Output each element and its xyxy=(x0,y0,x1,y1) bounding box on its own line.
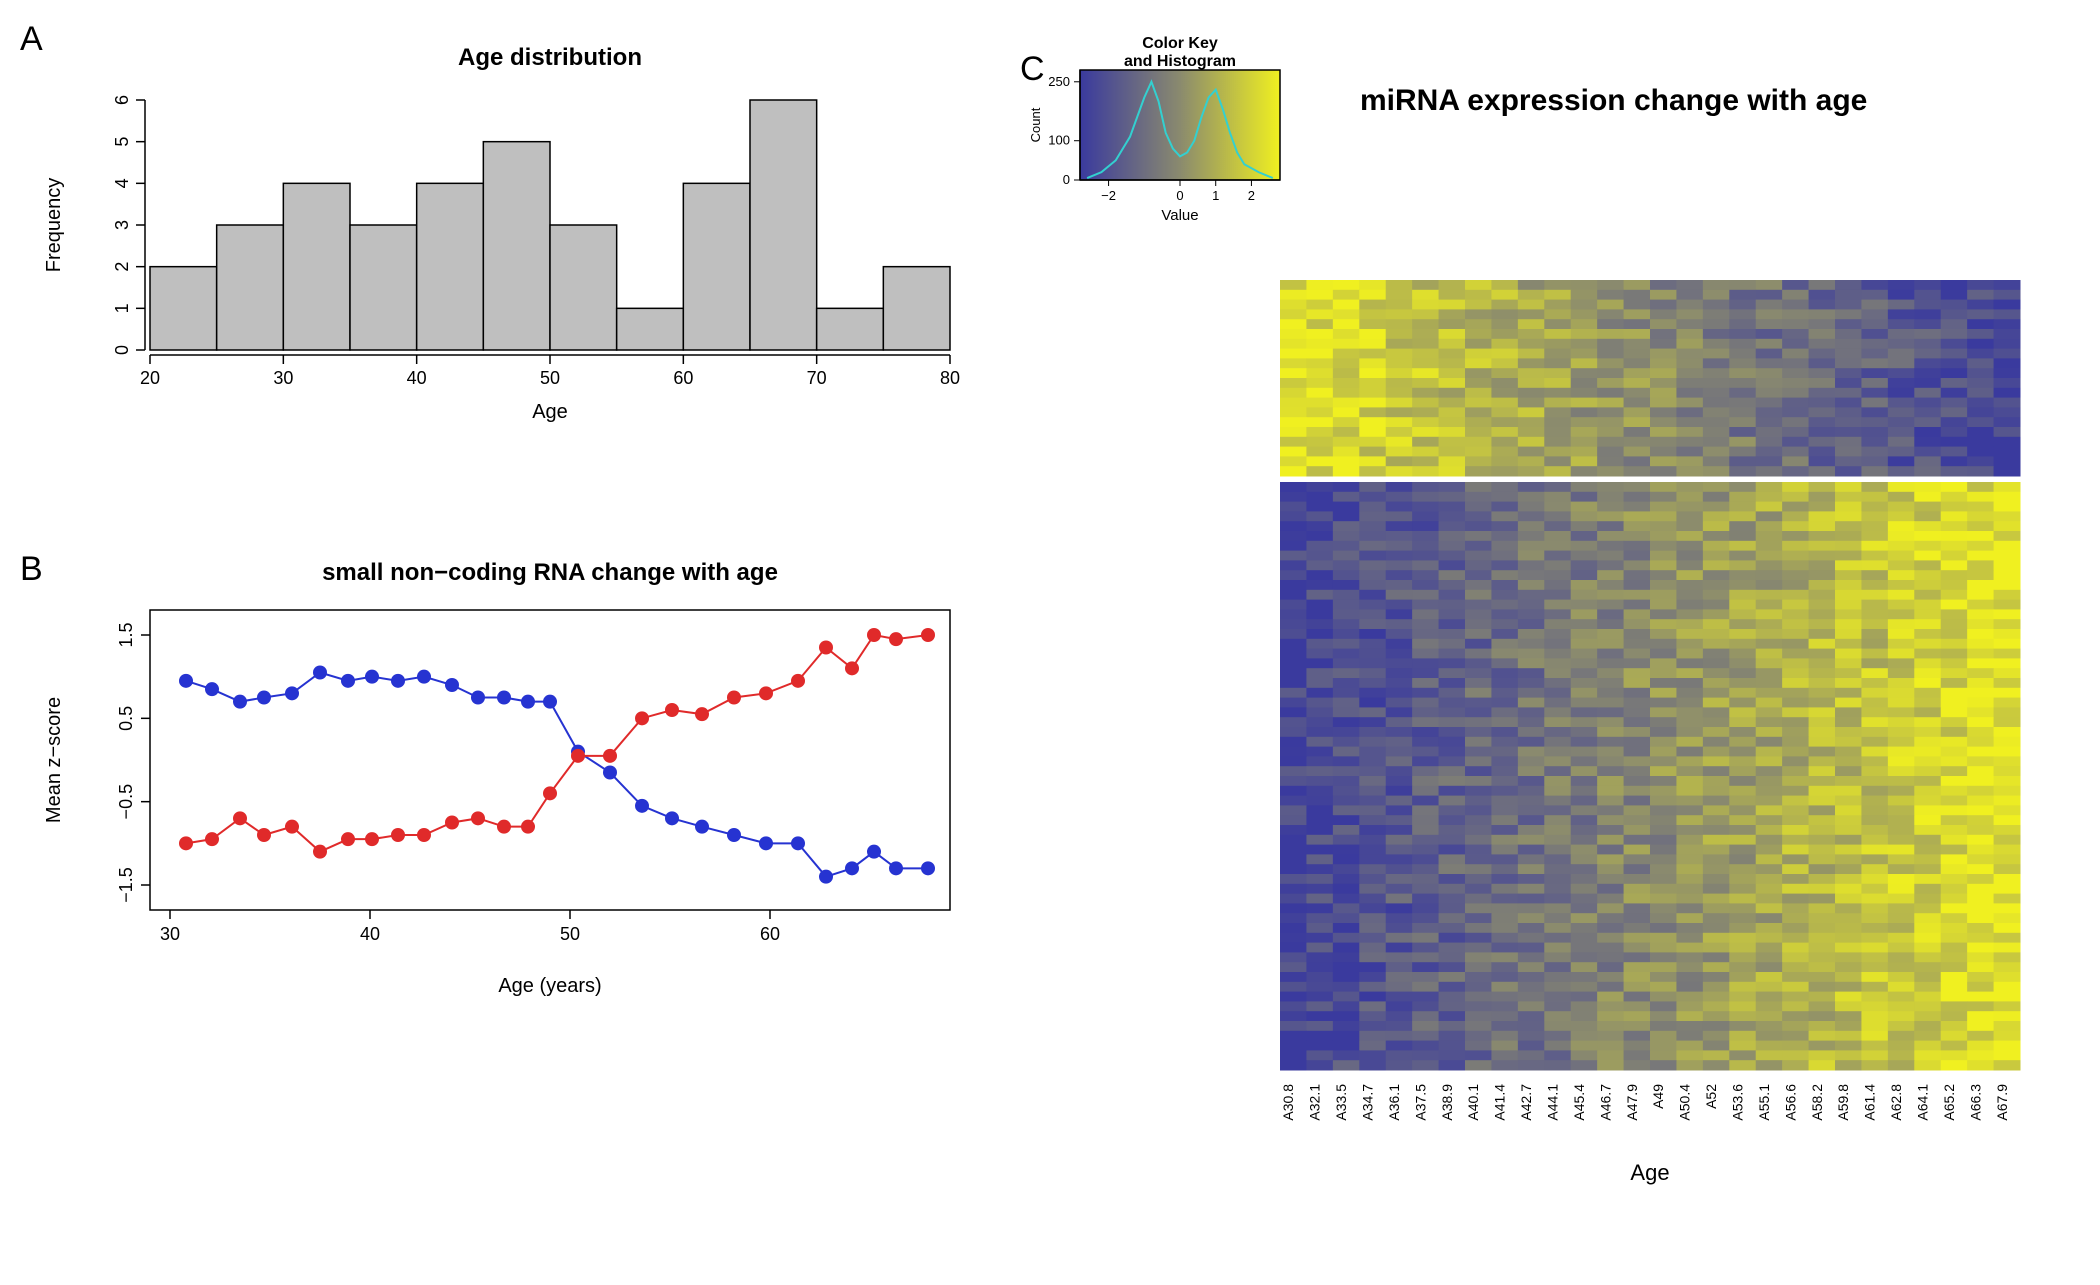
svg-text:1.5: 1.5 xyxy=(116,622,136,647)
svg-text:40: 40 xyxy=(360,924,380,944)
svg-text:Age: Age xyxy=(1630,1160,1669,1185)
svg-text:Value: Value xyxy=(1161,207,1198,224)
svg-text:0: 0 xyxy=(112,345,132,355)
svg-text:6: 6 xyxy=(112,95,132,105)
svg-text:30: 30 xyxy=(273,368,293,388)
svg-text:Age (years): Age (years) xyxy=(498,975,601,997)
svg-text:1: 1 xyxy=(1212,188,1219,203)
svg-text:and Histogram: and Histogram xyxy=(1124,53,1236,70)
svg-text:20: 20 xyxy=(140,368,160,388)
svg-text:Color Key: Color Key xyxy=(1142,35,1218,52)
svg-text:A49: A49 xyxy=(1650,1084,1666,1109)
svg-text:A32.1: A32.1 xyxy=(1307,1084,1323,1121)
svg-text:50: 50 xyxy=(540,368,560,388)
svg-text:A42.7: A42.7 xyxy=(1518,1084,1534,1121)
svg-text:A61.4: A61.4 xyxy=(1862,1084,1878,1121)
panel-b-chart: small non−coding RNA change with age 30 40… xyxy=(20,550,980,1010)
svg-text:A34.7: A34.7 xyxy=(1360,1084,1376,1121)
svg-text:2: 2 xyxy=(1248,188,1255,203)
svg-text:small non−coding RNA change wi: small non−coding RNA change with age xyxy=(322,559,778,586)
svg-text:A38.9: A38.9 xyxy=(1439,1084,1455,1121)
svg-text:A52: A52 xyxy=(1703,1084,1719,1109)
svg-text:A33.5: A33.5 xyxy=(1333,1084,1349,1121)
svg-text:Mean z−score: Mean z−score xyxy=(43,697,65,823)
svg-text:miRNA expression change with a: miRNA expression change with age xyxy=(1360,84,1867,117)
svg-text:−2: −2 xyxy=(1101,188,1116,203)
panel-c-chart: Color Keyand Histogram−2012Value0100250C… xyxy=(1020,30,2060,1270)
svg-text:A65.2: A65.2 xyxy=(1941,1084,1957,1121)
svg-text:60: 60 xyxy=(673,368,693,388)
svg-text:A66.3: A66.3 xyxy=(1967,1084,1983,1121)
svg-text:A40.1: A40.1 xyxy=(1465,1084,1481,1121)
svg-text:A58.2: A58.2 xyxy=(1809,1084,1825,1121)
svg-text:A50.4: A50.4 xyxy=(1677,1084,1693,1121)
svg-text:A55.1: A55.1 xyxy=(1756,1084,1772,1121)
svg-text:70: 70 xyxy=(807,368,827,388)
svg-text:A53.6: A53.6 xyxy=(1730,1084,1746,1121)
svg-text:A47.9: A47.9 xyxy=(1624,1084,1640,1121)
svg-text:A56.6: A56.6 xyxy=(1782,1084,1798,1121)
svg-text:40: 40 xyxy=(407,368,427,388)
svg-text:30: 30 xyxy=(160,924,180,944)
svg-text:A36.1: A36.1 xyxy=(1386,1084,1402,1121)
svg-text:A41.4: A41.4 xyxy=(1492,1084,1508,1121)
svg-text:80: 80 xyxy=(940,368,960,388)
panel-a-label: A xyxy=(20,20,43,59)
svg-text:A45.4: A45.4 xyxy=(1571,1084,1587,1121)
svg-text:250: 250 xyxy=(1048,74,1070,89)
svg-text:Count: Count xyxy=(1028,107,1043,142)
svg-text:0: 0 xyxy=(1176,188,1183,203)
svg-text:A46.7: A46.7 xyxy=(1597,1084,1613,1121)
panel-a-chart: Age distribution 20 30 40 50 60 70 80 Age 0 1 2 3 4 5 6… xyxy=(20,30,980,430)
svg-text:2: 2 xyxy=(112,262,132,272)
svg-text:Frequency: Frequency xyxy=(43,178,65,273)
svg-text:A64.1: A64.1 xyxy=(1915,1084,1931,1121)
svg-text:50: 50 xyxy=(560,924,580,944)
svg-text:5: 5 xyxy=(112,137,132,147)
svg-text:0.5: 0.5 xyxy=(116,706,136,731)
svg-text:100: 100 xyxy=(1048,133,1070,148)
svg-text:1: 1 xyxy=(112,303,132,313)
svg-text:Age: Age xyxy=(532,401,568,423)
svg-text:A44.1: A44.1 xyxy=(1545,1084,1561,1121)
svg-text:0: 0 xyxy=(1063,172,1070,187)
svg-text:−1.5: −1.5 xyxy=(116,867,136,903)
svg-text:A59.8: A59.8 xyxy=(1835,1084,1851,1121)
svg-text:60: 60 xyxy=(760,924,780,944)
svg-text:A30.8: A30.8 xyxy=(1280,1084,1296,1121)
svg-text:−0.5: −0.5 xyxy=(116,784,136,820)
panel-c-label: C xyxy=(1020,50,1045,89)
svg-text:3: 3 xyxy=(112,220,132,230)
svg-text:4: 4 xyxy=(112,178,132,188)
svg-text:Age distribution: Age distribution xyxy=(458,44,642,71)
panel-b-label: B xyxy=(20,550,43,589)
svg-text:A62.8: A62.8 xyxy=(1888,1084,1904,1121)
svg-text:A37.5: A37.5 xyxy=(1412,1084,1428,1121)
svg-text:A67.9: A67.9 xyxy=(1994,1084,2010,1121)
